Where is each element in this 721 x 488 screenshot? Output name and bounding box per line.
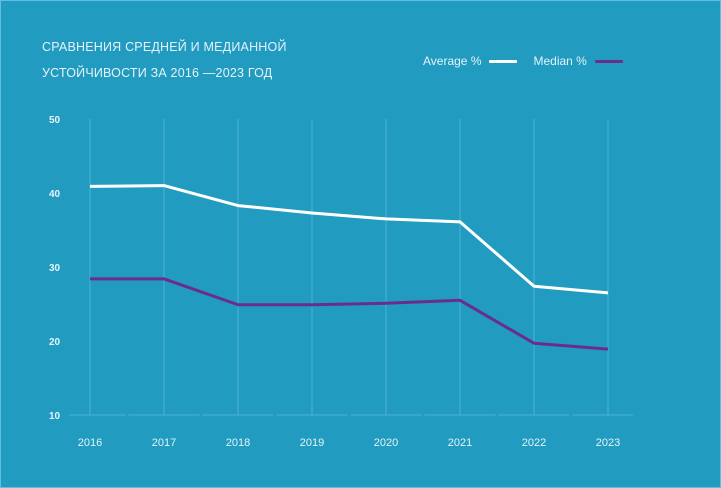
legend-swatch-median xyxy=(594,59,623,63)
legend-swatch-average xyxy=(489,59,518,63)
x-tick-label-2018: 2018 xyxy=(226,437,250,449)
chart-title-line-2: УСТОЙЧИВОСТИ ЗА 2016 —2023 ГОД xyxy=(42,66,273,80)
x-tick-label-2021: 2021 xyxy=(448,437,472,449)
y-tick-label-30: 30 xyxy=(49,263,61,274)
chart-title-line-1: СРАВНЕНИЯ СРЕДНЕЙ И МЕДИАННОЙ xyxy=(42,40,287,54)
y-tick-label-20: 20 xyxy=(49,337,61,348)
x-tick-label-2016: 2016 xyxy=(78,437,102,449)
legend-item-median: Median % xyxy=(533,54,623,68)
x-tick-label-2017: 2017 xyxy=(152,437,176,449)
x-tick-label-2022: 2022 xyxy=(522,437,546,449)
legend-label-median: Median % xyxy=(533,54,587,68)
y-tick-label-10: 10 xyxy=(49,411,61,422)
chart-title: СРАВНЕНИЯ СРЕДНЕЙ И МЕДИАННОЙ УСТОЙЧИВОС… xyxy=(42,34,287,86)
series-lines xyxy=(89,184,609,351)
y-tick-label-40: 40 xyxy=(49,189,61,200)
x-tick-label-2023: 2023 xyxy=(596,437,620,449)
y-tick-label-50: 50 xyxy=(49,115,61,126)
series-line-median xyxy=(90,277,609,351)
legend-item-average: Average % xyxy=(423,54,518,68)
grid-lines xyxy=(89,119,609,415)
series-line-average xyxy=(89,184,609,295)
chart-legend: Average % Median % xyxy=(423,54,639,68)
x-tick-label-2020: 2020 xyxy=(374,437,398,449)
x-tick-label-2019: 2019 xyxy=(300,437,324,449)
legend-label-average: Average % xyxy=(423,54,482,68)
y-axis-ticks: 10 20 30 40 50 xyxy=(49,115,61,422)
x-axis-ticks: 2016 2017 2018 2019 2020 2021 2022 2023 xyxy=(78,437,620,449)
